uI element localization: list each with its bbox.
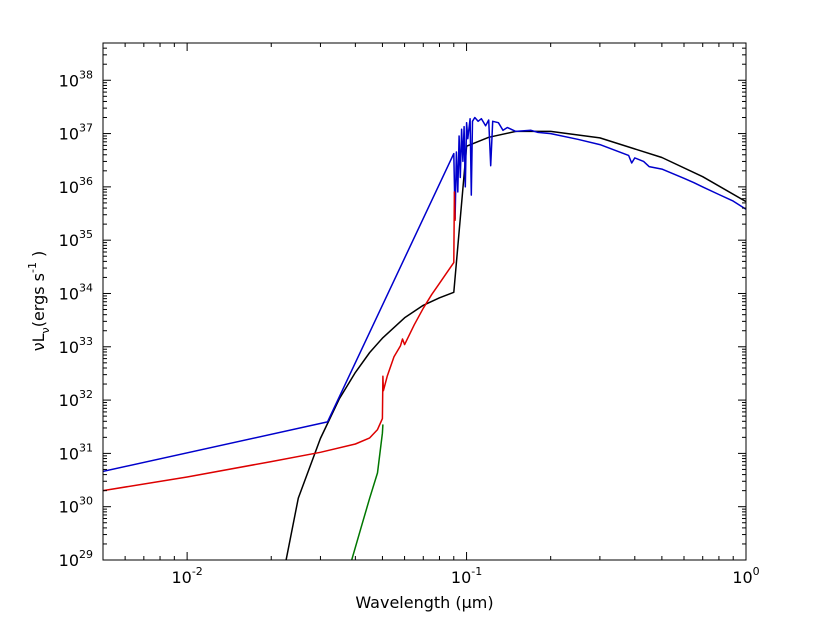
series-line-1 (103, 116, 746, 473)
y-tick-label: 1032 (59, 388, 93, 410)
y-tick-label: 1038 (59, 68, 93, 90)
y-tick-label: 1035 (59, 228, 93, 250)
x-tick-label: 100 (732, 565, 759, 587)
series-line-3 (350, 424, 384, 560)
series-line-0 (285, 130, 746, 560)
y-tick-label: 1034 (59, 281, 93, 303)
y-tick-label: 1033 (59, 335, 93, 357)
y-tick-label: 1030 (59, 495, 93, 517)
series-layer (103, 116, 746, 560)
y-axis-label: νLν(ergs s-1 ) (26, 251, 52, 352)
y-tick-label: 1031 (59, 441, 93, 463)
y-tick-label: 1029 (59, 548, 93, 570)
x-tick-label: 10-2 (171, 565, 202, 587)
series-line-2 (103, 191, 456, 492)
y-tick-label: 1036 (59, 175, 93, 197)
ticks-layer: 10-2 10-1 100 1029 1030 1031 1032 1033 1034 1035 1… (59, 42, 760, 587)
y-tick-label: 1037 (59, 122, 93, 144)
plot-frame (102, 42, 747, 561)
x-axis-label: Wavelength (μm) (355, 593, 493, 612)
x-tick-label: 10-1 (451, 565, 482, 587)
